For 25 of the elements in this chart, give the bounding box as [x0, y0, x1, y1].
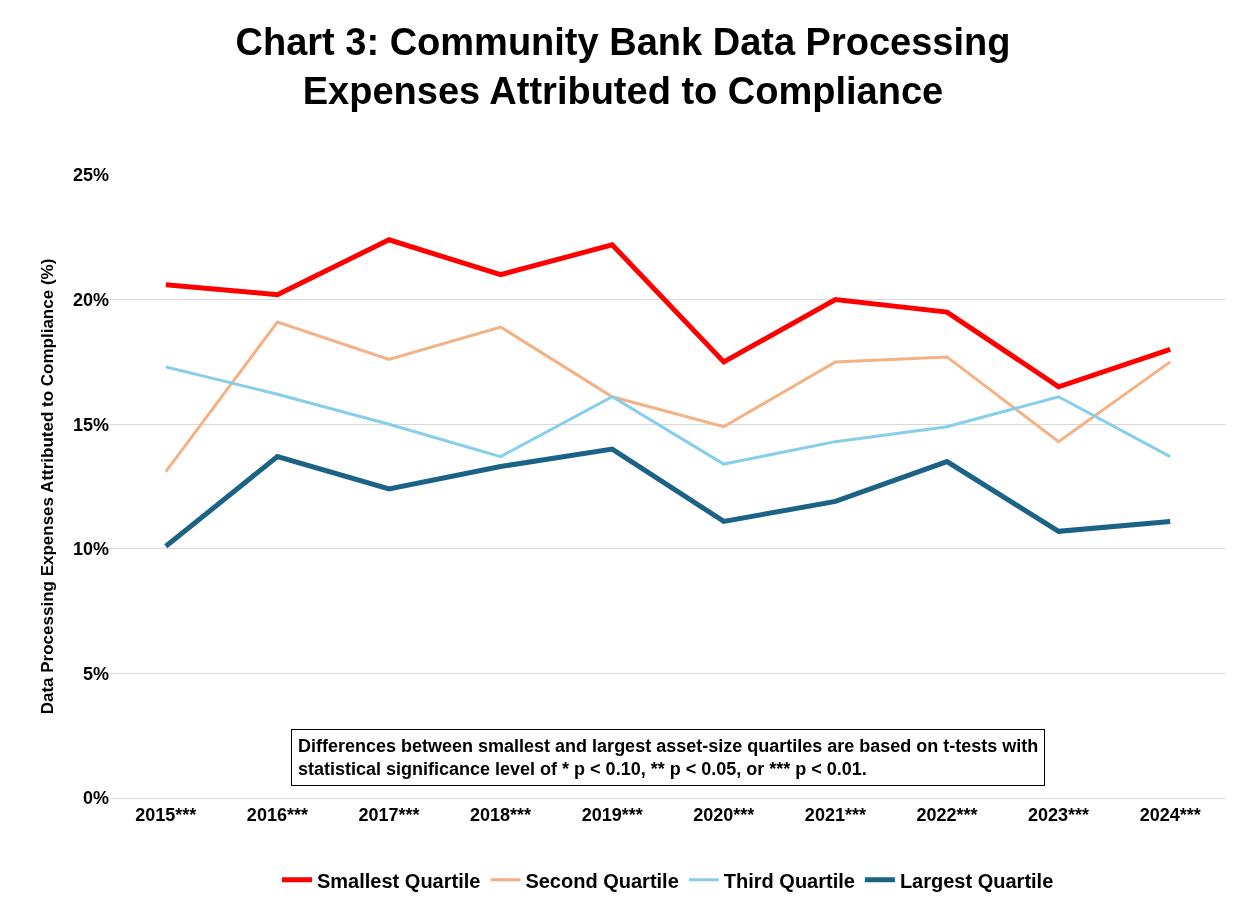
y-axis-title: Data Processing Expenses Attributed to Compliance (%) — [37, 258, 57, 715]
x-tick-label: 2024*** — [1139, 804, 1201, 825]
line-series — [164, 365, 1172, 466]
y-tick-label: 5% — [82, 663, 109, 684]
x-tick-label: 2020*** — [693, 804, 755, 825]
y-tick-label: 15% — [72, 414, 109, 435]
x-tick-label: 2016*** — [246, 804, 308, 825]
y-tick-label: 25% — [72, 165, 109, 186]
y-tick-label: 0% — [82, 788, 109, 809]
x-tick-label: 2022*** — [916, 804, 978, 825]
chart-title: Chart 3: Community Bank Data Processing Expenses Attributed to Compliance — [235, 20, 1011, 113]
legend-label: Third Quartile — [723, 869, 855, 892]
x-tick-label: 2021*** — [804, 804, 866, 825]
y-tick-label: 10% — [72, 539, 109, 560]
legend-label: Smallest Quartile — [317, 869, 481, 892]
legend-label: Second Quartile — [525, 869, 679, 892]
x-tick-label: 2017*** — [358, 804, 420, 825]
x-tick-label: 2023*** — [1028, 804, 1090, 825]
y-tick-label: 20% — [72, 289, 109, 310]
annotation: Differences between smallest and largest asset-size quartiles are based on t-tests with statistical significance level of * p < 0.10, ** p < 0.05, or *** p < 0.01. — [298, 736, 1039, 780]
line-series — [164, 320, 1172, 474]
legend-label: Largest Quartile — [899, 869, 1054, 892]
x-tick-label: 2019*** — [581, 804, 643, 825]
x-tick-label: 2018*** — [470, 804, 532, 825]
x-tick-label: 2015*** — [135, 804, 197, 825]
